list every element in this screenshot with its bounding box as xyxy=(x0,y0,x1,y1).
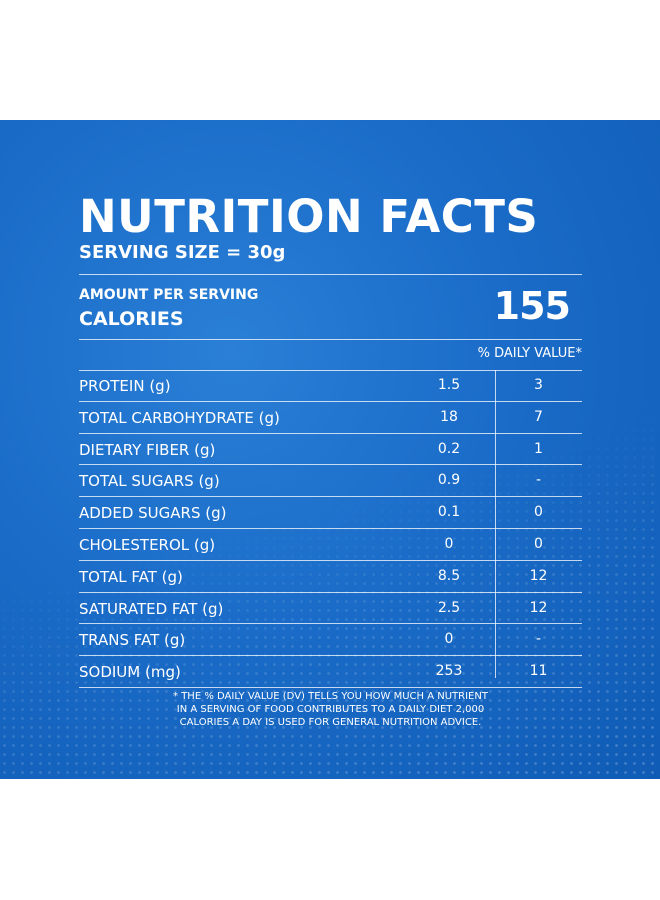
table-row: DIETARY FIBER (g) 0.2 1 xyxy=(79,434,582,466)
nutrient-table: PROTEIN (g) 1.5 3 TOTAL CARBOHYDRATE (g) 18 7… xyxy=(79,370,582,688)
footnote-line: * THE % DAILY VALUE (DV) TELLS YOU HOW M… xyxy=(173,691,488,702)
table-row: TOTAL FAT (g) 8.5 12 xyxy=(79,561,582,593)
nutrient-name: DIETARY FIBER (g) xyxy=(79,440,216,459)
nutrient-name: PROTEIN (g) xyxy=(79,377,171,395)
nutrient-amount: 0.9 xyxy=(437,472,461,489)
nutrition-facts-panel: NUTRITION FACTS SERVING SIZE = 30g AMOUN… xyxy=(0,120,660,779)
nutrient-amount: 0.2 xyxy=(437,440,461,457)
nutrient-name: SATURATED FAT (g) xyxy=(79,599,224,618)
footnote: * THE % DAILY VALUE (DV) TELLS YOU HOW M… xyxy=(79,690,582,729)
nutrient-name: CHOLESTEROL (g) xyxy=(79,535,216,554)
nutrient-daily-value: 0 xyxy=(534,504,543,521)
amount-per-serving: AMOUNT PER SERVING xyxy=(79,287,259,303)
nutrient-name: TOTAL FAT (g) xyxy=(79,567,183,586)
nutrient-daily-value: 1 xyxy=(534,440,543,457)
divider xyxy=(79,370,582,371)
nutrient-name: TOTAL SUGARS (g) xyxy=(79,472,220,491)
table-row: PROTEIN (g) 1.5 3 xyxy=(79,370,582,402)
nutrient-amount: 0.1 xyxy=(437,504,461,521)
table-row: SATURATED FAT (g) 2.5 12 xyxy=(79,593,582,625)
nutrient-amount: 253 xyxy=(435,663,463,680)
column-divider xyxy=(495,370,496,678)
nutrient-name: ADDED SUGARS (g) xyxy=(79,504,227,523)
table-row: CHOLESTEROL (g) 0 0 xyxy=(79,529,582,561)
label-title: NUTRITION FACTS xyxy=(79,190,539,243)
divider xyxy=(79,339,582,340)
nutrient-daily-value: 7 xyxy=(534,408,543,425)
footnote-line: CALORIES A DAY IS USED FOR GENERAL NUTRI… xyxy=(179,717,482,728)
nutrient-daily-value: 11 xyxy=(529,663,548,680)
daily-value-header: % DAILY VALUE* xyxy=(477,346,582,361)
nutrient-amount: 2.5 xyxy=(437,599,461,616)
nutrient-amount: 0 xyxy=(444,631,454,648)
table-row: TOTAL SUGARS (g) 0.9 - xyxy=(79,465,582,498)
nutrient-daily-value: - xyxy=(535,631,542,648)
nutrient-name: TOTAL CARBOHYDRATE (g) xyxy=(79,408,280,427)
table-row: TRANS FAT (g) 0 - xyxy=(79,624,582,657)
dot-pattern-decoration xyxy=(0,120,660,779)
nutrient-daily-value: 3 xyxy=(534,377,543,393)
table-row: SODIUM (mg) 253 11 xyxy=(79,656,582,688)
nutrient-name: TRANS FAT (g) xyxy=(79,631,186,650)
nutrient-daily-value: - xyxy=(535,472,542,489)
nutrient-daily-value: 0 xyxy=(534,535,543,552)
calories-label: CALORIES xyxy=(79,308,184,330)
nutrient-name: SODIUM (mg) xyxy=(79,663,181,682)
footnote-line: IN A SERVING OF FOOD CONTRIBUTES TO A DA… xyxy=(176,704,485,715)
calories-value: 155 xyxy=(493,284,571,328)
nutrient-daily-value: 12 xyxy=(529,599,548,616)
serving-size: SERVING SIZE = 30g xyxy=(79,242,286,263)
nutrient-amount: 0 xyxy=(444,535,454,552)
nutrient-amount: 18 xyxy=(440,408,458,425)
nutrient-amount: 8.5 xyxy=(437,567,461,584)
nutrient-daily-value: 12 xyxy=(529,567,548,584)
divider xyxy=(79,274,582,275)
table-row: ADDED SUGARS (g) 0.1 0 xyxy=(79,497,582,529)
table-row: TOTAL CARBOHYDRATE (g) 18 7 xyxy=(79,402,582,434)
nutrient-amount: 1.5 xyxy=(437,377,461,393)
